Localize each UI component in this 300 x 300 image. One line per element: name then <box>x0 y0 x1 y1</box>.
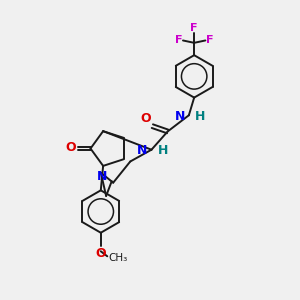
Text: O: O <box>95 247 106 260</box>
Text: F: F <box>175 35 182 46</box>
Text: F: F <box>206 35 213 46</box>
Text: CH₃: CH₃ <box>108 253 128 263</box>
Text: N: N <box>175 110 185 123</box>
Text: N: N <box>97 170 107 183</box>
Text: H: H <box>195 110 206 123</box>
Text: N: N <box>137 144 148 157</box>
Text: H: H <box>158 144 168 157</box>
Text: O: O <box>65 141 76 154</box>
Text: O: O <box>140 112 151 125</box>
Text: F: F <box>190 23 198 33</box>
